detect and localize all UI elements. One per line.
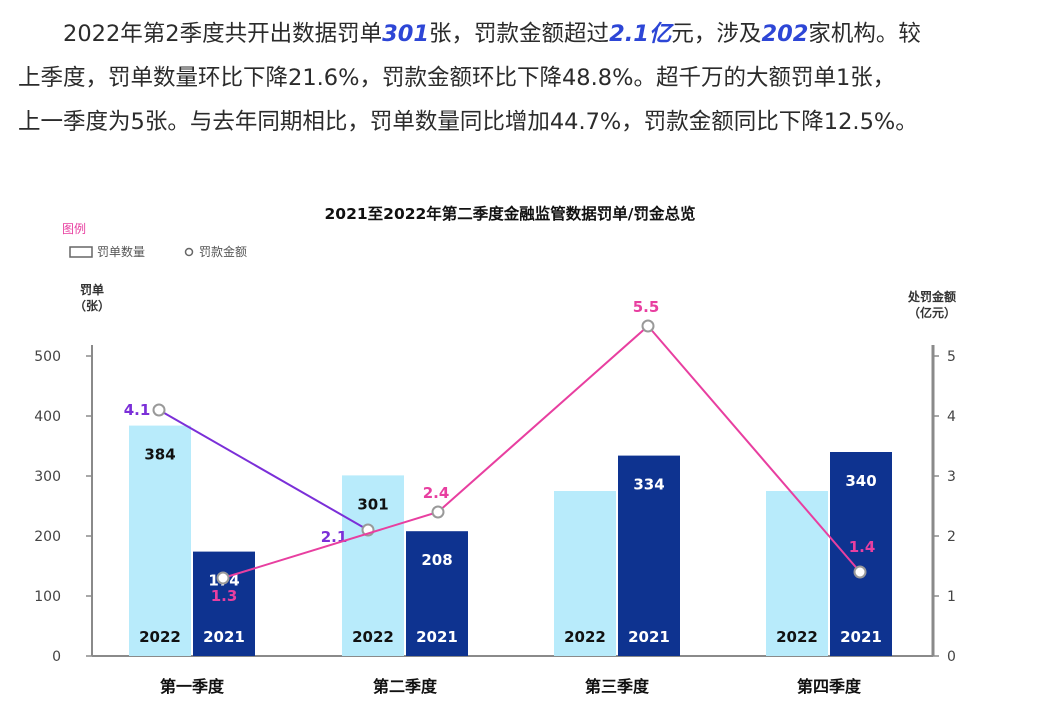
fine-line-2021 (222, 324, 861, 579)
legend-bar-swatch (69, 246, 93, 258)
category-label: 第二季度 (373, 677, 438, 696)
summary-line-3: 上一季度为5张。与去年同期相比，罚单数量同比增加44.7%，罚款金额同比下降12… (18, 109, 918, 135)
bar-value-label: 334 (633, 476, 664, 494)
bar-year-label: 2021 (840, 628, 882, 646)
bar-2022 (554, 491, 616, 656)
left-axis-title-line2: （张） (74, 298, 110, 313)
highlight-figure: 202 (761, 21, 809, 47)
plot-area: 0 100 200 300 400 500 0 1 2 3 4 5 2022 384 2022 301 2022… (34, 298, 956, 696)
right-axis-title-line2: （亿元） (908, 305, 956, 320)
bar-2021 (618, 455, 680, 656)
fine-point-2021 (216, 571, 230, 585)
summary-line-2: 上季度，罚单数量环比下降21.6%，罚款金额环比下降48.8%。超千万的大额罚单… (18, 65, 896, 91)
fine-value-label: 2.4 (423, 484, 450, 502)
right-axis-tick-label: 0 (947, 649, 956, 665)
bar-2021 (406, 531, 468, 656)
legend-dot-swatch (184, 247, 194, 257)
summary-text: 元，涉及 (671, 21, 762, 47)
left-axis-tick-label: 400 (34, 409, 61, 425)
fine-point-2021 (431, 505, 445, 519)
fine-value-label: 4.1 (124, 401, 151, 419)
legend-title: 图例 (62, 222, 86, 236)
bar-year-label: 2021 (416, 628, 458, 646)
bar-value-label: 384 (144, 446, 175, 464)
legend-bar-label: 罚单数量 (97, 244, 145, 259)
bar-year-label: 2022 (776, 628, 818, 646)
legend-dot-label: 罚款金额 (199, 244, 247, 259)
category-label: 第三季度 (585, 677, 650, 696)
bar-year-label: 2022 (352, 628, 394, 646)
right-axis-title: 处罚金额 （亿元） (907, 289, 956, 320)
right-axis-tick-label: 4 (947, 409, 956, 425)
summary-text: 张，罚款金额超过 (429, 21, 610, 47)
category-label: 第一季度 (160, 677, 225, 696)
bar-year-label: 2021 (628, 628, 670, 646)
fine-value-label: 1.4 (849, 538, 876, 556)
left-axis-title: 罚单 （张） (74, 282, 110, 313)
highlight-figure: 301 (382, 21, 430, 47)
bar-value-label: 340 (845, 472, 876, 490)
left-axis-tick-label: 100 (34, 589, 61, 605)
bar-2022 (342, 475, 404, 656)
bar-2021 (193, 551, 255, 656)
right-axis-tick-label: 2 (947, 529, 956, 545)
right-axis-tick-label: 1 (947, 589, 956, 605)
left-axis-tick-label: 0 (52, 649, 61, 665)
left-axis-title-line1: 罚单 (80, 282, 104, 297)
bar-value-label: 208 (421, 551, 452, 569)
right-axis-tick-label: 3 (947, 469, 956, 485)
summary-text: 2022年第2季度共开出数据罚单 (63, 21, 383, 47)
bar-year-label: 2021 (203, 628, 245, 646)
bar-year-label: 2022 (139, 628, 181, 646)
left-axis-tick-label: 500 (34, 349, 61, 365)
fine-point-2021 (853, 565, 867, 579)
legend: 图例 罚单数量 罚款金额 (62, 222, 247, 259)
chart-title: 2021至2022年第二季度金融监管数据罚单/罚金总览 (325, 204, 696, 223)
fine-point-2021 (641, 319, 655, 333)
left-axis-tick-label: 200 (34, 529, 61, 545)
category-label: 第四季度 (797, 677, 862, 696)
bar-2022 (766, 491, 828, 656)
bar-year-label: 2022 (564, 628, 606, 646)
fine-point-2022 (152, 403, 166, 417)
right-axis-tick-label: 5 (947, 349, 956, 365)
summary-line-1: 2022年第2季度共开出数据罚单301张，罚款金额超过2.1亿元，涉及202家机… (18, 12, 1048, 56)
summary-text: 家机构。较 (808, 21, 921, 47)
summary-paragraph: 2022年第2季度共开出数据罚单301张，罚款金额超过2.1亿元，涉及202家机… (18, 12, 1048, 144)
left-axis-tick-label: 300 (34, 469, 61, 485)
fine-value-label: 5.5 (633, 298, 660, 316)
fine-line-2022 (158, 409, 369, 531)
highlight-figure: 2.1亿 (609, 21, 672, 47)
bar-2021 (830, 452, 892, 656)
bar-2022 (129, 425, 191, 656)
right-axis-title-line1: 处罚金额 (907, 289, 956, 304)
fine-value-label: 1.3 (211, 587, 238, 605)
bar-value-label: 301 (357, 495, 388, 513)
